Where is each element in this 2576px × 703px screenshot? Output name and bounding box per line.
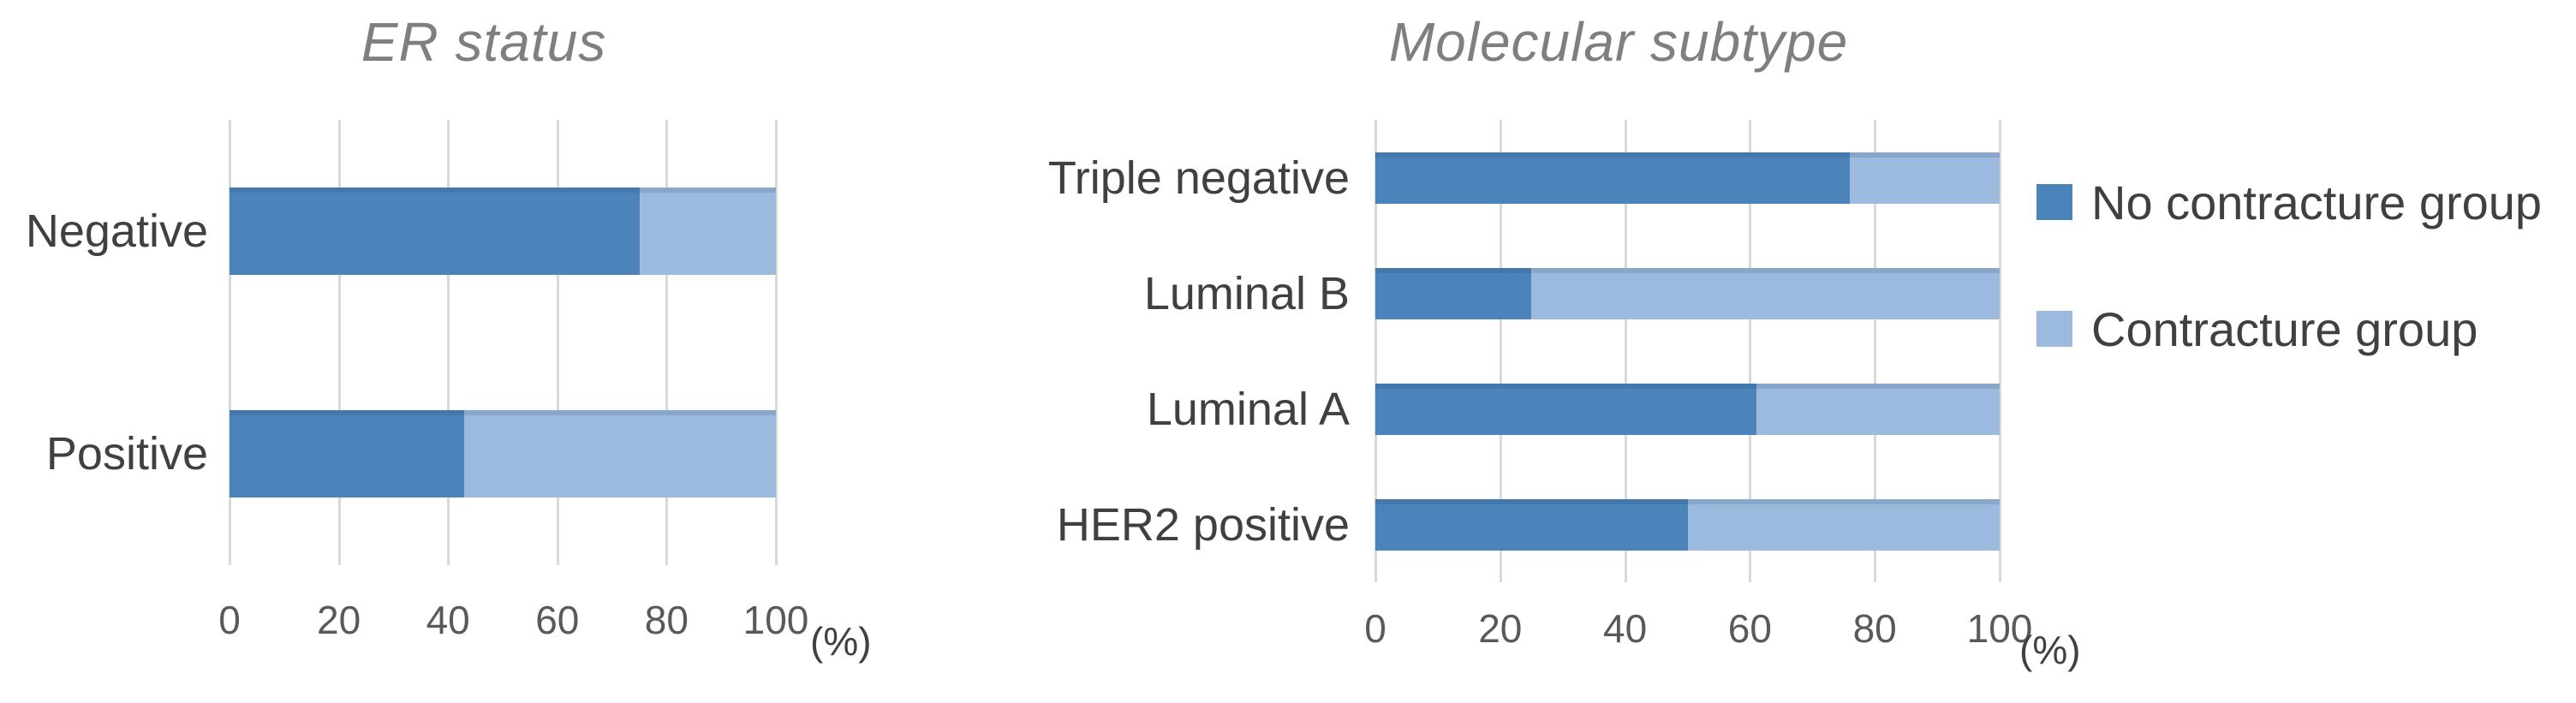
category-label: Positive (45, 428, 208, 480)
tick-label: 60 (1727, 606, 1772, 651)
value-axis: 0 20 40 60 80 100 (218, 597, 808, 657)
category-axis: Negative Positive (0, 120, 208, 565)
gridline (1999, 120, 2001, 582)
gridline (1624, 120, 1627, 582)
bar-segment-contracture-group (1756, 383, 2000, 435)
bar-row (230, 343, 776, 565)
plot-area (229, 120, 778, 565)
bar-row (230, 120, 776, 343)
tick-label: 80 (644, 598, 689, 642)
tick-label: 60 (535, 598, 580, 642)
bar-segment-no-contracture-group (230, 188, 640, 275)
bar-row (1375, 120, 2000, 235)
chart-title: Molecular subtype (1388, 11, 1849, 73)
gridline (1874, 120, 1877, 582)
stacked-bar (1375, 383, 2000, 435)
bar-segment-contracture-group (639, 188, 776, 275)
category-axis: Triple negative Luminal B Luminal A HER2 po… (921, 120, 1350, 582)
stacked-bar (1375, 498, 2000, 551)
value-axis: 0 20 40 60 80 100 (1364, 605, 2032, 665)
tick-label: 20 (1478, 606, 1523, 651)
category-label: Negative (25, 206, 208, 257)
tick-label: 40 (426, 598, 470, 642)
bar-segment-no-contracture-group (1375, 267, 1532, 319)
category-label: HER2 positive (1056, 498, 1350, 551)
tick-label: 100 (742, 598, 809, 642)
bar-row (1375, 351, 2000, 467)
bar-row (1375, 467, 2000, 582)
bar-segment-contracture-group (1531, 267, 2000, 319)
gridline (447, 120, 450, 565)
bar-segment-contracture-group (1850, 152, 2000, 204)
stacked-bar (230, 188, 776, 275)
tick-label: 40 (1603, 606, 1648, 651)
bar-segment-no-contracture-group (1375, 383, 1756, 435)
tick-label: 100 (1966, 606, 2033, 651)
gridline (556, 120, 559, 565)
bar-segment-no-contracture-group (1375, 152, 1851, 204)
plot-area (1374, 120, 2001, 582)
tick-label: 80 (1852, 606, 1897, 651)
gridline (1749, 120, 1752, 582)
legend-label: Contracture group (2091, 301, 2478, 356)
category-label: Luminal A (1146, 383, 1350, 435)
legend-swatch-contracture-group (2036, 311, 2072, 347)
gridline (665, 120, 669, 565)
gridline (1374, 120, 1377, 582)
tick-label: 0 (218, 598, 241, 642)
tick-label: 0 (1364, 606, 1386, 651)
stacked-bar (1375, 267, 2000, 319)
axis-unit-label: (%) (2019, 628, 2081, 672)
legend-label: No contracture group (2091, 175, 2543, 229)
axis-unit-label: (%) (810, 619, 872, 664)
legend-swatch-no-contracture-group (2036, 184, 2072, 220)
legend: No contracture group Contracture group (2036, 171, 2542, 360)
chart-title: ER status (361, 11, 607, 73)
bar-segment-no-contracture-group (1375, 498, 1688, 551)
legend-item: Contracture group (2036, 298, 2542, 360)
stacked-bar (1375, 152, 2000, 204)
bar-segment-no-contracture-group (230, 410, 465, 497)
legend-item: No contracture group (2036, 171, 2542, 233)
category-label: Triple negative (1047, 152, 1350, 204)
gridline (337, 120, 341, 565)
category-label: Luminal B (1143, 267, 1350, 319)
bar-segment-contracture-group (1687, 498, 2000, 551)
bar-segment-contracture-group (464, 410, 776, 497)
stacked-bar (230, 410, 776, 497)
gridline (775, 120, 778, 565)
bar-row (1375, 235, 2000, 351)
gridline (229, 120, 231, 565)
gridline (1499, 120, 1502, 582)
tick-label: 20 (317, 598, 361, 642)
